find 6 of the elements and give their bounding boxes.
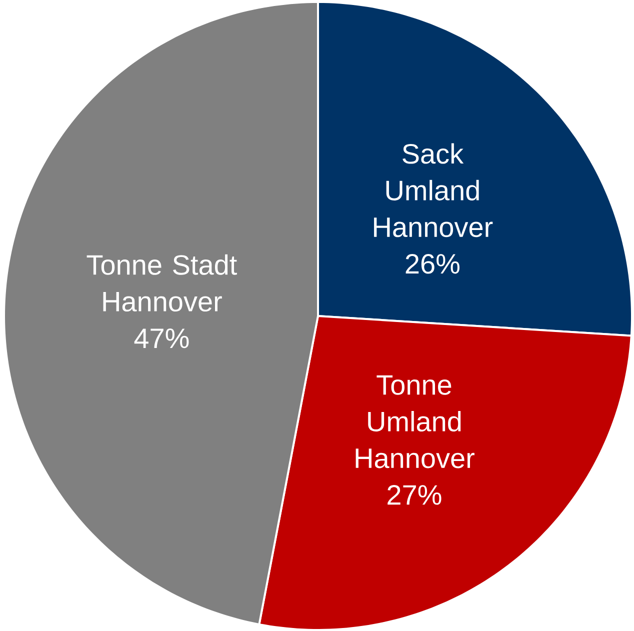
slice-label: Sack Umland Hannover	[374, 143, 493, 238]
data-label: 26%	[406, 254, 460, 274]
slice-label: Tonne Stadt Hannover	[86, 254, 237, 312]
data-label: 27%	[388, 485, 442, 505]
data-label: 47%	[134, 328, 189, 348]
slice-label: Tonne Umland Hannover	[356, 375, 474, 468]
